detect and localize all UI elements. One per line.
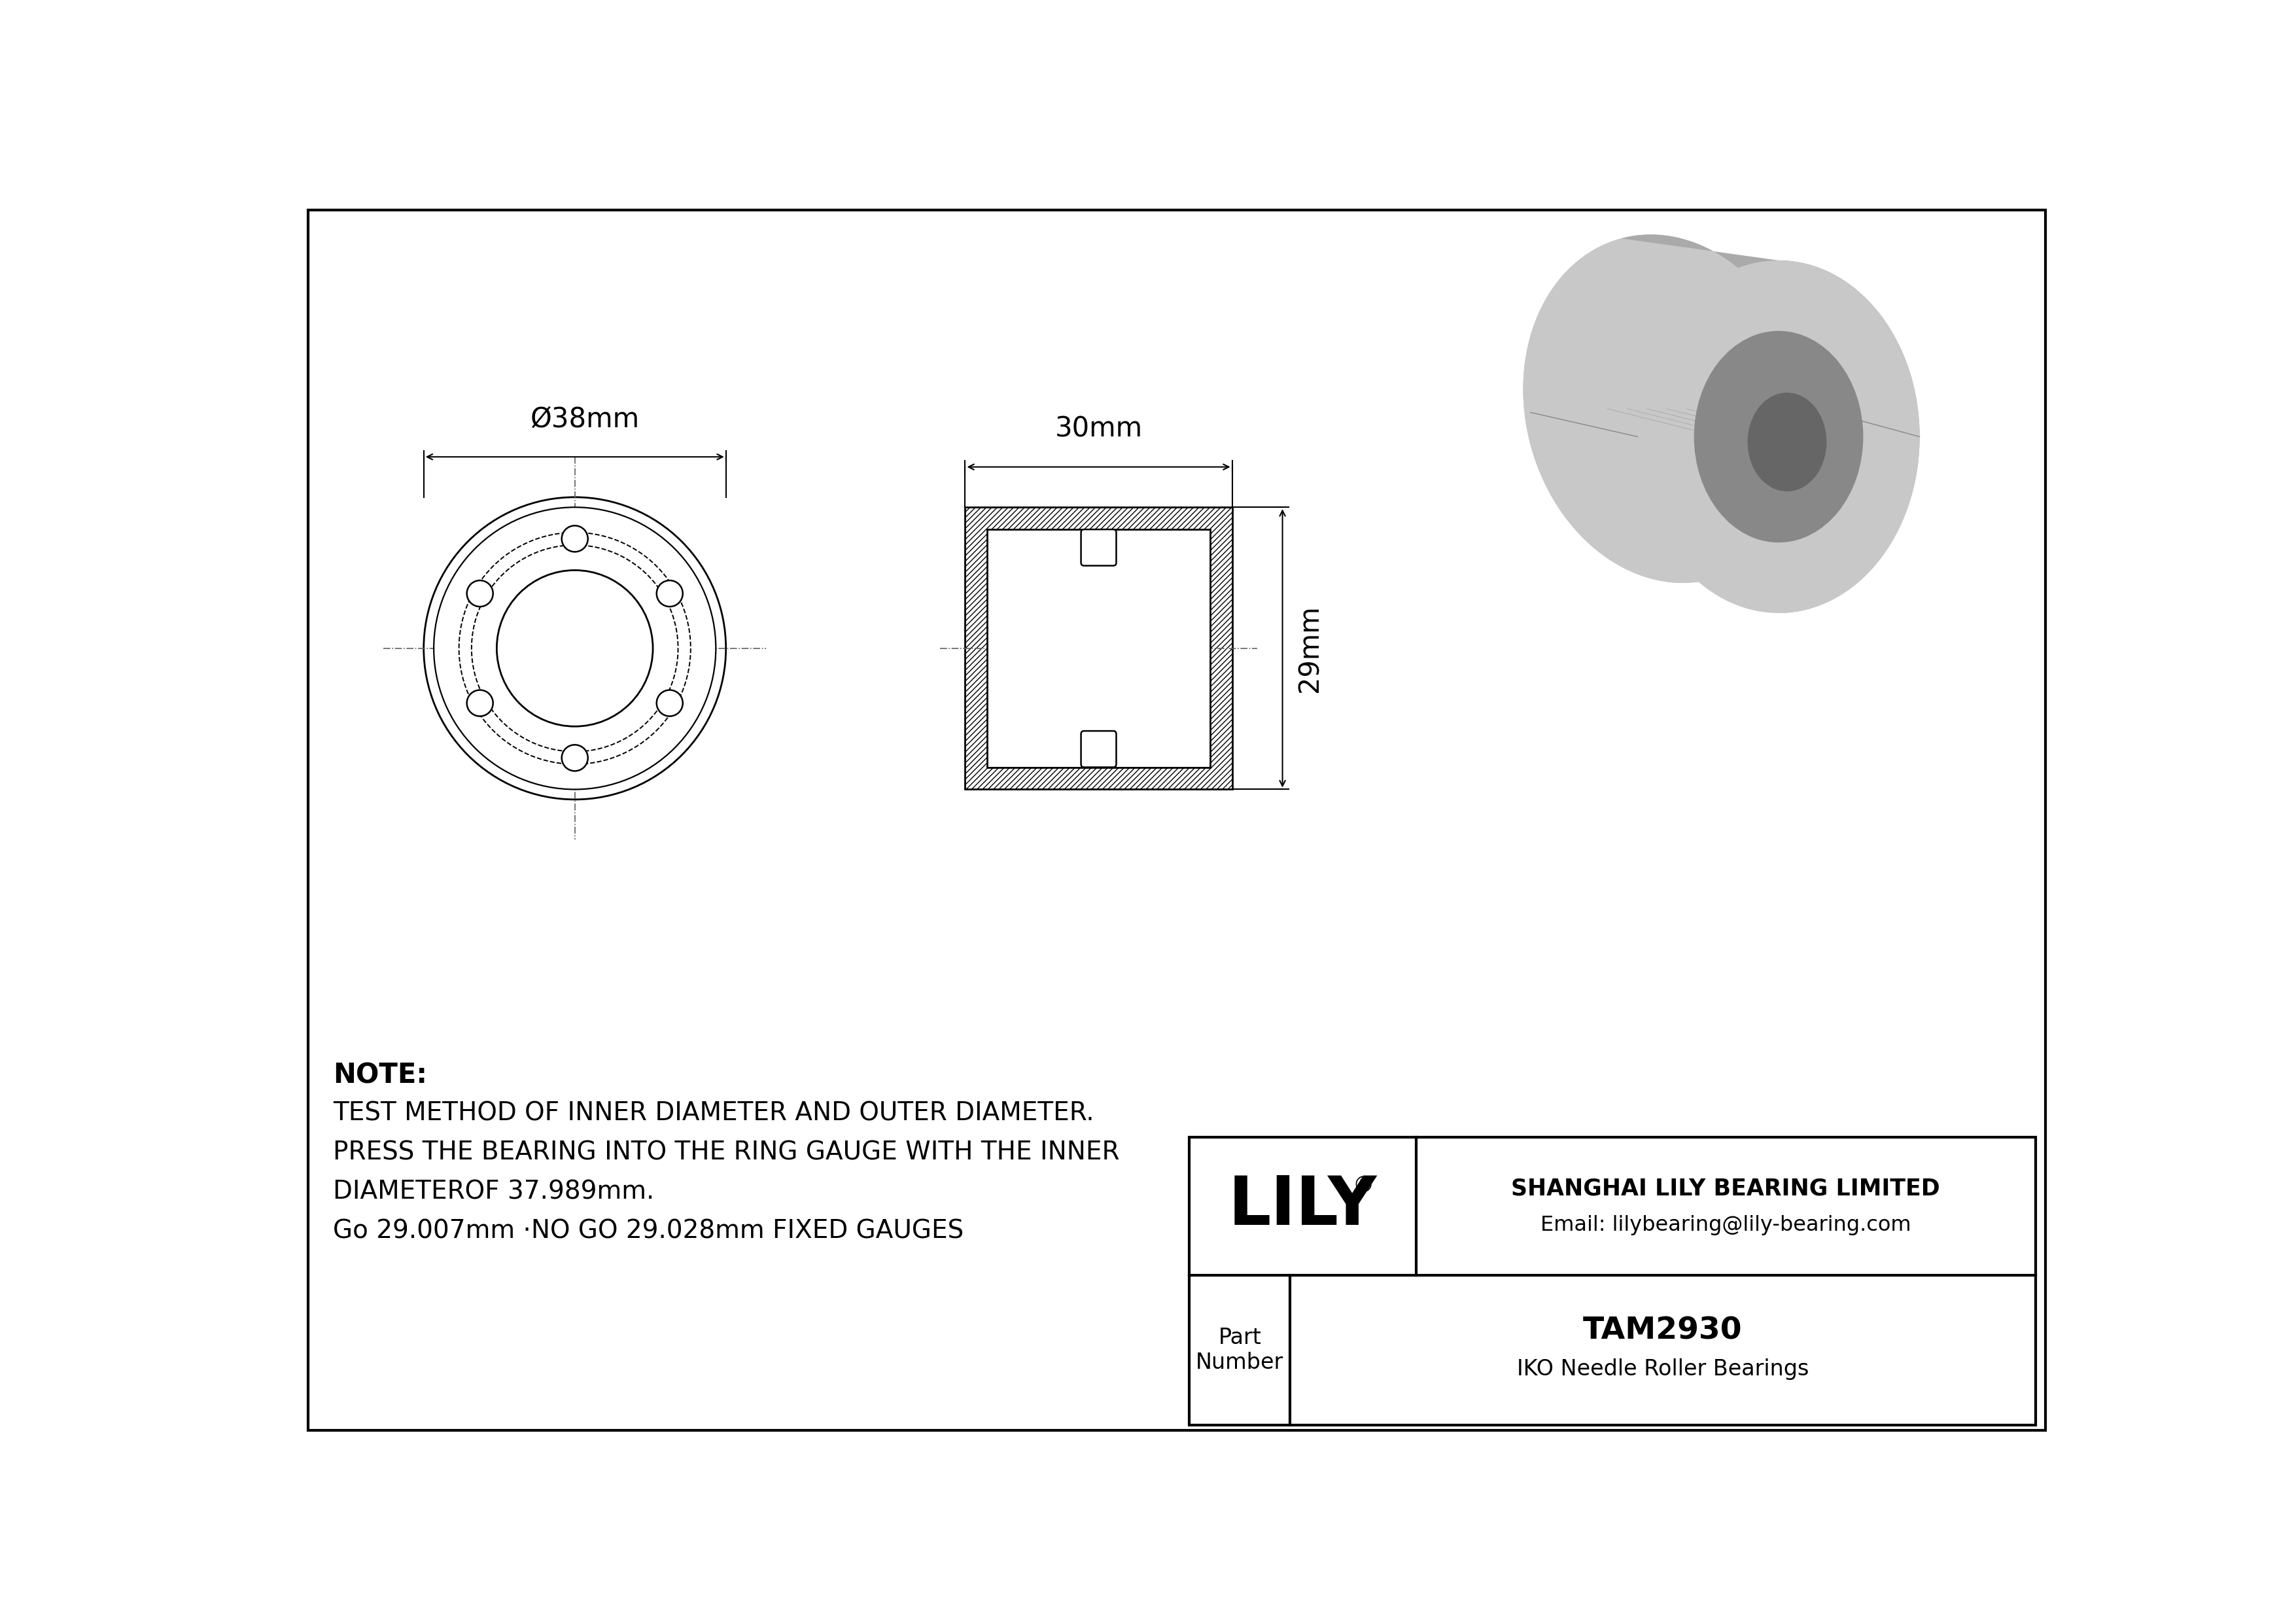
Text: IKO Needle Roller Bearings: IKO Needle Roller Bearings bbox=[1518, 1359, 1809, 1380]
Circle shape bbox=[425, 497, 726, 799]
Text: NOTE:: NOTE: bbox=[333, 1062, 427, 1090]
Bar bbox=[987, 529, 1210, 767]
Text: PRESS THE BEARING INTO THE RING GAUGE WITH THE INNER: PRESS THE BEARING INTO THE RING GAUGE WI… bbox=[333, 1140, 1120, 1164]
Text: TAM2930: TAM2930 bbox=[1582, 1317, 1743, 1346]
Circle shape bbox=[563, 745, 588, 771]
Text: TEST METHOD OF INNER DIAMETER AND OUTER DIAMETER.: TEST METHOD OF INNER DIAMETER AND OUTER … bbox=[333, 1101, 1095, 1125]
Text: 29mm: 29mm bbox=[1297, 604, 1325, 692]
Circle shape bbox=[466, 580, 494, 607]
Text: ®: ® bbox=[1352, 1176, 1373, 1197]
Circle shape bbox=[657, 580, 682, 607]
Ellipse shape bbox=[1522, 234, 1812, 583]
Text: Go 29.007mm ·NO GO 29.028mm FIXED GAUGES: Go 29.007mm ·NO GO 29.028mm FIXED GAUGES bbox=[333, 1218, 964, 1244]
FancyBboxPatch shape bbox=[1081, 529, 1116, 565]
Circle shape bbox=[563, 526, 588, 552]
Text: Email: lilybearing@lily-bearing.com: Email: lilybearing@lily-bearing.com bbox=[1541, 1215, 1910, 1236]
Text: Ø38mm: Ø38mm bbox=[530, 406, 641, 432]
Bar bbox=[1189, 1137, 2037, 1426]
Text: LILY: LILY bbox=[1228, 1173, 1378, 1239]
Ellipse shape bbox=[1747, 393, 1828, 492]
Text: SHANGHAI LILY BEARING LIMITED: SHANGHAI LILY BEARING LIMITED bbox=[1511, 1177, 1940, 1200]
Ellipse shape bbox=[1522, 234, 1812, 583]
FancyBboxPatch shape bbox=[1081, 731, 1116, 767]
Bar bbox=[987, 529, 1210, 767]
Bar bbox=[964, 507, 1233, 789]
Bar bbox=[964, 507, 1233, 789]
Ellipse shape bbox=[1694, 331, 1864, 542]
Circle shape bbox=[496, 570, 652, 726]
Circle shape bbox=[434, 507, 716, 789]
Text: 30mm: 30mm bbox=[1054, 416, 1143, 443]
Polygon shape bbox=[1621, 234, 1919, 612]
Ellipse shape bbox=[1637, 260, 1919, 612]
Circle shape bbox=[466, 690, 494, 716]
Text: DIAMETEROF 37.989mm.: DIAMETEROF 37.989mm. bbox=[333, 1179, 654, 1205]
Circle shape bbox=[657, 690, 682, 716]
Text: Part
Number: Part Number bbox=[1196, 1327, 1283, 1374]
